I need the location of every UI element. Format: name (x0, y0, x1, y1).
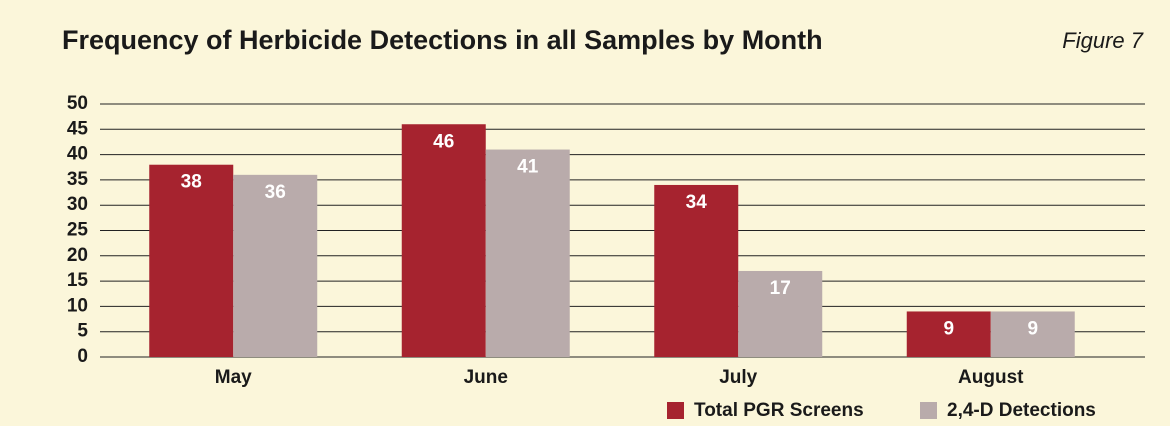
y-tick-label: 10 (67, 295, 88, 316)
chart-title: Frequency of Herbicide Detections in all… (62, 25, 823, 55)
legend-swatch (920, 402, 937, 419)
bar (233, 174, 318, 357)
y-tick-label: 5 (77, 321, 88, 342)
figure-label: Figure 7 (1062, 28, 1143, 53)
value-label: 46 (433, 131, 454, 152)
y-tick-label: 30 (67, 194, 88, 215)
value-label: 34 (686, 192, 708, 213)
value-label: 17 (770, 278, 791, 299)
x-tick-label: May (215, 367, 252, 388)
value-label: 38 (181, 172, 202, 193)
bar (401, 124, 486, 358)
y-tick-label: 20 (67, 245, 88, 266)
bar (149, 164, 234, 357)
legend-swatch (667, 402, 684, 419)
y-tick-label: 0 (77, 346, 88, 367)
bar (738, 270, 823, 357)
bar (654, 184, 739, 357)
bar (485, 149, 570, 357)
value-label: 41 (517, 157, 539, 178)
y-tick-label: 50 (67, 93, 88, 114)
value-label: 9 (1027, 318, 1038, 339)
y-tick-label: 25 (67, 220, 89, 241)
value-label: 36 (265, 182, 286, 203)
value-label: 9 (943, 318, 954, 339)
y-tick-label: 35 (67, 169, 89, 190)
bar (990, 311, 1075, 357)
legend-label: Total PGR Screens (694, 400, 864, 421)
x-tick-label: August (958, 367, 1024, 388)
bar (906, 311, 991, 357)
x-tick-label: July (719, 367, 757, 388)
x-tick-label: June (464, 367, 508, 388)
y-tick-label: 15 (67, 270, 89, 291)
y-tick-label: 45 (67, 118, 89, 139)
legend-label: 2,4-D Detections (947, 400, 1096, 421)
y-tick-label: 40 (67, 144, 88, 165)
